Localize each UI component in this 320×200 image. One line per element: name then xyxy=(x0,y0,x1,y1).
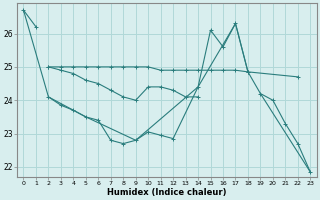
X-axis label: Humidex (Indice chaleur): Humidex (Indice chaleur) xyxy=(107,188,227,197)
